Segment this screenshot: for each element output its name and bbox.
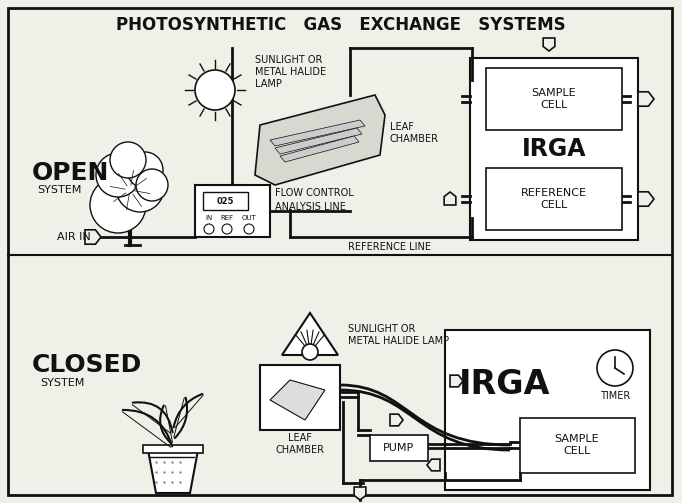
Circle shape — [127, 152, 163, 188]
Circle shape — [90, 177, 146, 233]
Text: SYSTEM: SYSTEM — [40, 378, 85, 388]
Circle shape — [136, 169, 168, 201]
Polygon shape — [280, 136, 359, 162]
Circle shape — [302, 344, 318, 360]
Text: AIR IN: AIR IN — [57, 232, 91, 242]
Bar — [486, 168, 622, 230]
Text: LEAF
CHAMBER: LEAF CHAMBER — [390, 122, 439, 144]
Text: IN: IN — [205, 215, 213, 221]
Circle shape — [204, 224, 214, 234]
Circle shape — [116, 164, 164, 212]
Bar — [370, 435, 428, 461]
Polygon shape — [427, 459, 440, 471]
Text: LEAF
CHAMBER: LEAF CHAMBER — [276, 433, 325, 455]
Circle shape — [244, 224, 254, 234]
Polygon shape — [543, 38, 555, 51]
Text: IRGA: IRGA — [522, 137, 587, 161]
Polygon shape — [282, 313, 338, 355]
Bar — [195, 185, 270, 237]
Text: 025: 025 — [216, 197, 234, 206]
Polygon shape — [270, 120, 365, 146]
Text: OUT: OUT — [241, 215, 256, 221]
Text: SUNLIGHT OR
METAL HALIDE LAMP: SUNLIGHT OR METAL HALIDE LAMP — [348, 324, 449, 346]
Circle shape — [195, 70, 235, 110]
Text: SAMPLE
CELL: SAMPLE CELL — [532, 88, 576, 110]
Text: ANALYSIS LINE: ANALYSIS LINE — [275, 202, 346, 212]
Text: IRGA: IRGA — [459, 369, 551, 401]
Circle shape — [110, 142, 146, 178]
Polygon shape — [354, 487, 366, 500]
Polygon shape — [638, 92, 654, 106]
Polygon shape — [444, 192, 456, 205]
Circle shape — [597, 350, 633, 386]
Polygon shape — [85, 230, 101, 244]
Text: REFERENCE LINE: REFERENCE LINE — [349, 242, 432, 252]
Text: SAMPLE
CELL: SAMPLE CELL — [554, 434, 599, 456]
Bar — [143, 445, 203, 453]
Text: SYSTEM: SYSTEM — [37, 185, 81, 195]
Text: FLOW CONTROL: FLOW CONTROL — [275, 188, 354, 198]
Text: SUNLIGHT OR
METAL HALIDE
LAMP: SUNLIGHT OR METAL HALIDE LAMP — [255, 55, 326, 89]
Text: CLOSED: CLOSED — [32, 353, 143, 377]
Text: TIMER: TIMER — [600, 391, 630, 401]
Bar — [470, 58, 638, 240]
Text: REF: REF — [220, 215, 233, 221]
Bar — [203, 192, 248, 210]
Polygon shape — [390, 414, 403, 426]
Text: PHOTOSYNTHETIC   GAS   EXCHANGE   SYSTEMS: PHOTOSYNTHETIC GAS EXCHANGE SYSTEMS — [116, 16, 566, 34]
Circle shape — [96, 153, 140, 197]
Polygon shape — [275, 128, 362, 154]
Text: REFERENCE
CELL: REFERENCE CELL — [521, 188, 587, 210]
Polygon shape — [255, 95, 385, 185]
Polygon shape — [270, 380, 325, 420]
Text: OPEN: OPEN — [32, 161, 109, 185]
Bar — [520, 418, 635, 473]
Bar — [486, 68, 622, 130]
Circle shape — [222, 224, 232, 234]
Text: PUMP: PUMP — [383, 443, 415, 453]
Polygon shape — [638, 192, 654, 206]
Polygon shape — [148, 450, 198, 493]
Bar — [260, 365, 340, 430]
Bar — [445, 330, 650, 490]
Polygon shape — [450, 375, 463, 387]
